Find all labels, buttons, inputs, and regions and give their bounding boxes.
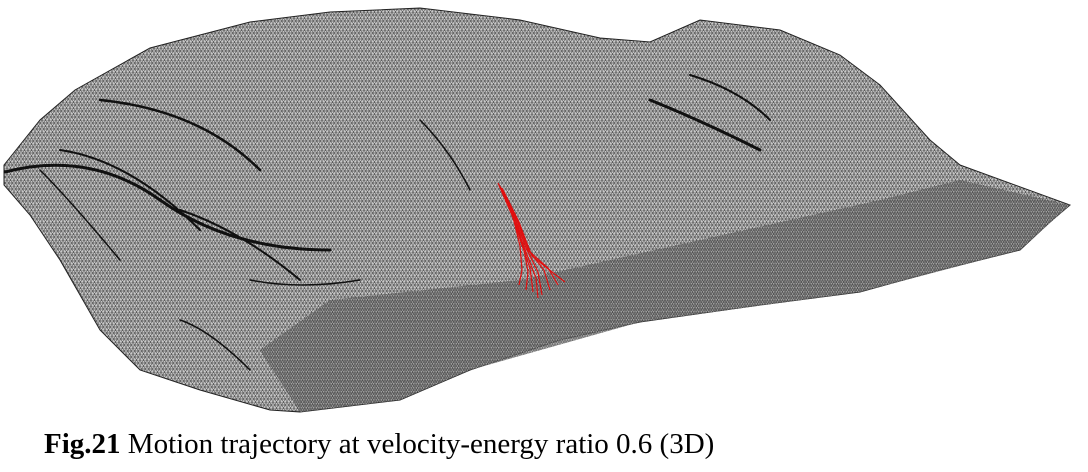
terrain-slope (260, 180, 1070, 412)
terrain-figure (3, 7, 1071, 413)
ridge-shadows (3, 74, 771, 371)
trajectory (497, 182, 566, 299)
caption-text: Motion trajectory at velocity-energy rat… (127, 428, 715, 460)
caption-label: Fig.21 (44, 428, 121, 460)
figure-caption: Fig.21 Motion trajectory at velocity-ene… (44, 428, 714, 461)
